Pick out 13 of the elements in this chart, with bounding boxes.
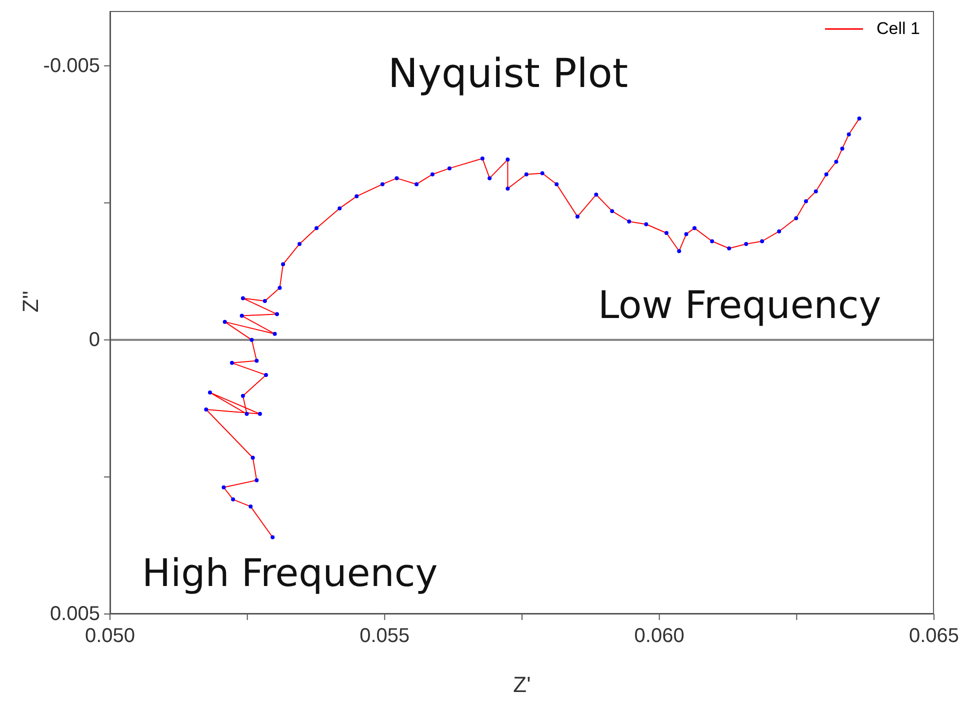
x-tick-label: 0.065 — [908, 625, 960, 648]
text: Nyquist Plot — [386, 51, 630, 97]
annotation: Low Frequency — [598, 283, 882, 327]
y-tick-label: -0.005 — [43, 54, 100, 78]
x-tick-label: 0.050 — [84, 625, 136, 648]
y-tick-label: 0.005 — [50, 602, 100, 626]
annotation: High Frequency — [142, 551, 438, 595]
x-tick-label: 0.060 — [634, 625, 684, 648]
legend-label: Cell 1 — [876, 19, 920, 39]
y-tick-label: 0 — [88, 328, 100, 352]
x-tick-label: 0.055 — [360, 625, 410, 648]
y-axis-title: Z'' — [18, 290, 43, 312]
x-axis-title: Z' — [513, 672, 531, 697]
